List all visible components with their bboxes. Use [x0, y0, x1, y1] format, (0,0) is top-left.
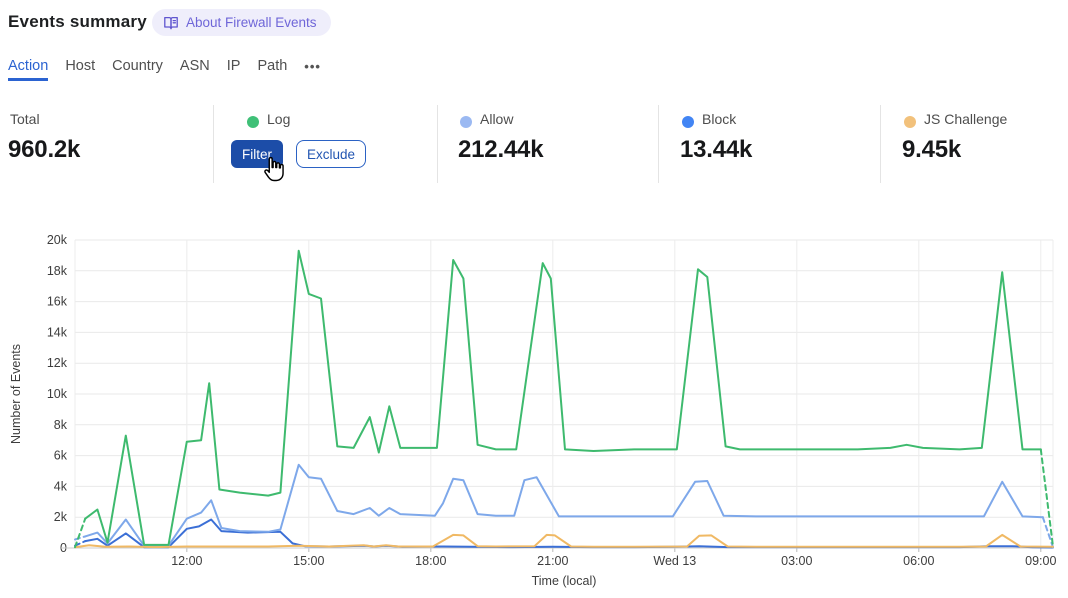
js-challenge-label: JS Challenge: [924, 111, 1008, 127]
line-Block: [84, 518, 1054, 549]
log-legend-dot: [247, 116, 259, 128]
block-legend-dot: [682, 116, 694, 128]
log-label: Log: [267, 111, 291, 127]
x-tick-label: 06:00: [903, 554, 934, 568]
badge-label: About Firewall Events: [186, 15, 317, 30]
y-tick-label: 6k: [54, 449, 68, 463]
y-tick-label: 10k: [47, 387, 68, 401]
x-tick-label: 09:00: [1025, 554, 1056, 568]
allow-label: Allow: [480, 111, 514, 127]
line-lead-dash-Allow: [74, 535, 87, 541]
divider: [213, 105, 214, 183]
y-tick-label: 4k: [54, 479, 68, 493]
tab-country[interactable]: Country: [112, 58, 163, 74]
line-JS Challenge: [74, 533, 1054, 549]
page-title: Events summary: [8, 12, 147, 31]
divider: [437, 105, 438, 183]
tab-ip[interactable]: IP: [226, 58, 241, 74]
js-challenge-value: 9.45k: [902, 136, 962, 163]
x-axis-title: Time (local): [532, 574, 597, 588]
y-tick-label: 12k: [47, 356, 68, 370]
y-tick-label: 18k: [47, 264, 68, 278]
book-icon: [163, 15, 179, 31]
line-Log: [84, 249, 1042, 546]
tab-action[interactable]: Action: [8, 58, 49, 81]
exclude-button[interactable]: Exclude: [296, 140, 367, 168]
about-firewall-events-badge[interactable]: About Firewall Events: [152, 9, 331, 36]
y-tick-label: 8k: [54, 418, 68, 432]
more-tabs-ellipsis-icon[interactable]: •••: [304, 59, 321, 74]
js-challenge-legend-dot: [904, 116, 916, 128]
summary-tabs: Action Host Country ASN IP Path •••: [8, 58, 321, 81]
divider: [658, 105, 659, 183]
allow-legend-dot: [460, 116, 472, 128]
x-tick-label: 15:00: [293, 554, 324, 568]
line-Allow: [84, 463, 1044, 547]
allow-value: 212.44k: [458, 136, 544, 163]
y-tick-label: 14k: [47, 325, 68, 339]
x-tick-label: Wed 13: [653, 554, 696, 568]
x-tick-label: 03:00: [781, 554, 812, 568]
y-tick-label: 2k: [54, 510, 68, 524]
divider: [880, 105, 881, 183]
block-value: 13.44k: [680, 136, 753, 163]
log-actions: Filter Exclude: [231, 140, 367, 168]
x-tick-label: 18:00: [415, 554, 446, 568]
tab-path[interactable]: Path: [257, 58, 288, 74]
y-axis-title: Number of Events: [9, 344, 23, 444]
tab-host[interactable]: Host: [65, 58, 96, 74]
line-lead-dash-Log: [74, 517, 87, 549]
filter-button[interactable]: Filter: [231, 140, 283, 168]
total-value: 960.2k: [8, 136, 81, 163]
block-label: Block: [702, 111, 737, 127]
total-label: Total: [10, 111, 40, 127]
y-tick-label: 16k: [47, 295, 68, 309]
x-tick-label: 21:00: [537, 554, 568, 568]
line-tail-dash-Allow: [1041, 516, 1054, 549]
x-tick-label: 12:00: [171, 554, 202, 568]
tab-asn[interactable]: ASN: [179, 58, 210, 74]
line-tail-dash-Log: [1039, 448, 1054, 548]
y-tick-label: 20k: [47, 233, 68, 247]
